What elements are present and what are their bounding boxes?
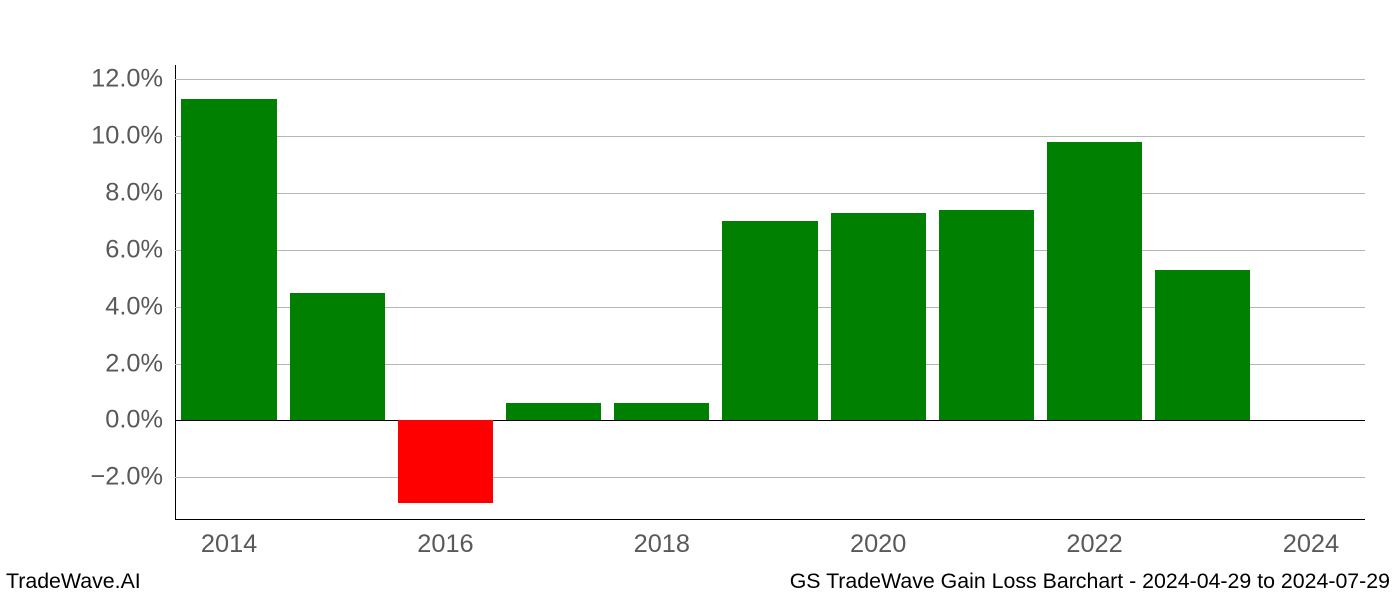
x-tick-label: 2016 [417, 530, 473, 559]
y-tick-label: −2.0% [0, 463, 163, 492]
bar [506, 403, 601, 420]
gain-loss-barchart: −2.0% 0.0% 2.0% 4.0% 6.0% 8.0% 10.0% 12.0% 2014… [0, 0, 1400, 600]
x-tick-label: 2014 [201, 530, 257, 559]
bar [831, 213, 926, 421]
y-tick-label: 8.0% [0, 178, 163, 207]
bar [1047, 142, 1142, 421]
bar [939, 210, 1034, 420]
bar [290, 293, 385, 421]
footer-brand: TradeWave.AI [6, 569, 141, 594]
zero-line [175, 420, 1365, 421]
y-tick-label: 2.0% [0, 349, 163, 378]
footer-caption: GS TradeWave Gain Loss Barchart - 2024-0… [790, 569, 1390, 594]
bar [614, 403, 709, 420]
y-tick-label: 0.0% [0, 406, 163, 435]
x-tick-label: 2020 [850, 530, 906, 559]
y-tick-label: 10.0% [0, 122, 163, 151]
axis-spine-left [175, 65, 176, 520]
x-tick-label: 2024 [1283, 530, 1339, 559]
gridline [175, 193, 1365, 194]
gridline [175, 136, 1365, 137]
axis-spine-bottom [175, 519, 1365, 520]
bar [1155, 270, 1250, 421]
plot-area [175, 65, 1365, 520]
bar [398, 420, 493, 502]
gridline [175, 477, 1365, 478]
y-tick-label: 12.0% [0, 65, 163, 94]
bar [722, 221, 817, 420]
x-tick-label: 2022 [1066, 530, 1122, 559]
y-tick-label: 6.0% [0, 235, 163, 264]
y-tick-label: 4.0% [0, 292, 163, 321]
gridline [175, 79, 1365, 80]
x-tick-label: 2018 [634, 530, 690, 559]
bar [181, 99, 276, 420]
